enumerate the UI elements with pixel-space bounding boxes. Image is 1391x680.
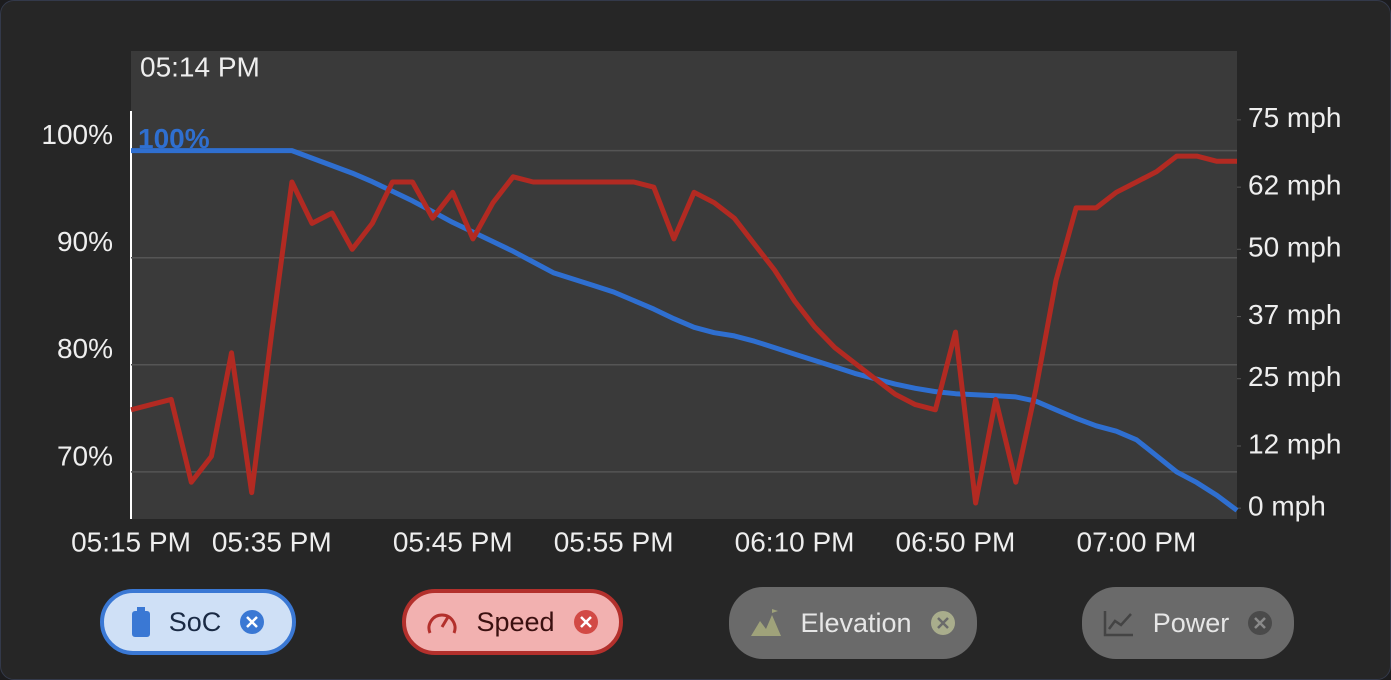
y2-tick-label: 37 mph [1248,299,1341,330]
toggle-label: Elevation [800,607,912,638]
series-line [130,153,1237,506]
y-tick-label: 80% [57,333,113,364]
y-tick-label: 90% [57,226,113,257]
chart-icon [1103,611,1133,637]
y2-tick-label: 50 mph [1248,232,1341,263]
y-tick-label: 70% [57,440,113,471]
plot-area [131,51,1237,519]
remove-icon[interactable] [930,610,956,636]
y-tick-label: 100% [41,119,113,150]
x-tick-label: 05:45 PM [393,526,513,557]
gauge-icon [427,613,457,634]
toggle-speed[interactable]: Speed [402,589,623,655]
toggle-power[interactable]: Power [1082,587,1294,659]
x-tick-label: 07:00 PM [1077,526,1197,557]
battery-icon [131,607,150,637]
y2-tick-label: 62 mph [1248,170,1341,201]
toggle-label: Power [1152,607,1230,638]
x-tick-label: 05:15 PM [71,526,191,557]
x-tick-label: 05:55 PM [554,526,674,557]
y2-tick-label: 75 mph [1248,102,1341,133]
y2-tick-label: 25 mph [1248,361,1341,392]
series-line [131,148,1239,513]
cursor-label: 05:14 PM [140,51,260,82]
y2-tick-label: 12 mph [1248,428,1341,459]
toggle-soc[interactable]: SoC [100,589,296,655]
y2-tick-label: 0 mph [1248,491,1326,522]
x-tick-label: 06:50 PM [896,526,1016,557]
toggle-label: SoC [168,606,222,637]
mountain-icon [751,609,782,636]
start-label: 100% [138,123,210,154]
remove-icon[interactable] [573,609,599,635]
toggle-label: Speed [476,606,555,637]
chart: 05:14 PM 70% 80% 90% 100% 0 mph 12 mph 25 mph 3… [41,51,1341,557]
toggle-elevation[interactable]: Elevation [729,587,977,659]
remove-icon[interactable] [239,609,265,635]
x-tick-label: 05:35 PM [212,526,332,557]
x-tick-label: 06:10 PM [735,526,855,557]
remove-icon[interactable] [1247,610,1273,636]
